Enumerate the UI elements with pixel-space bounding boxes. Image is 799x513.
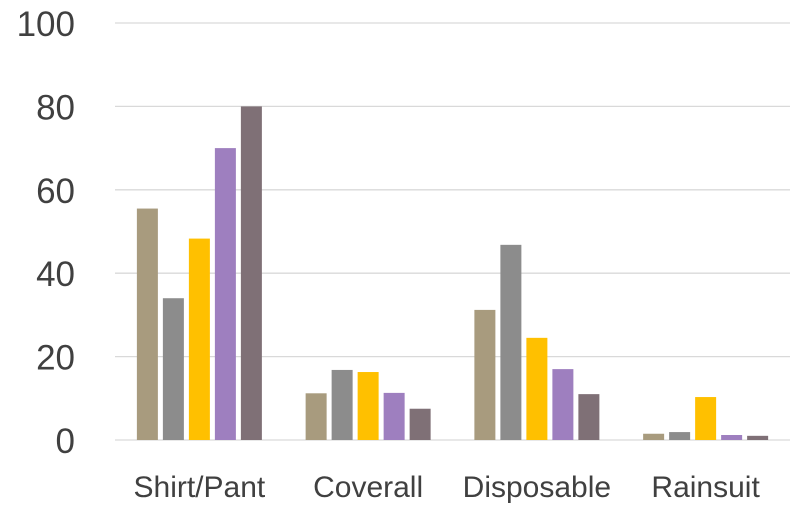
- bars: [136, 106, 769, 441]
- bar-disposable-series-5: [578, 394, 600, 440]
- x-tick-label: Disposable: [463, 471, 611, 504]
- bar-disposable-series-2: [500, 244, 522, 440]
- x-tick-labels: Shirt/Pant Coverall Disposable Rainsuit: [134, 471, 761, 504]
- bar-rainsuit-series-2: [669, 432, 691, 440]
- bar-coverall-series-5: [409, 408, 431, 440]
- x-tick-label: Rainsuit: [651, 471, 760, 504]
- bar-shirt-pant-series-2: [162, 298, 184, 440]
- bar-rainsuit-series-4: [721, 435, 743, 440]
- y-tick-label: 60: [36, 172, 75, 211]
- x-tick-label: Shirt/Pant: [134, 471, 266, 504]
- bar-coverall-series-4: [383, 392, 405, 440]
- y-tick-labels: 0 20 40 60 80 100: [17, 5, 75, 461]
- x-tick-label: Coverall: [313, 471, 423, 504]
- y-tick-label: 80: [36, 88, 75, 127]
- bar-shirt-pant-series-5: [240, 106, 262, 441]
- bar-rainsuit-series-3: [695, 397, 717, 440]
- y-tick-label: 100: [17, 5, 75, 44]
- bar-shirt-pant-series-1: [136, 208, 158, 440]
- bar-rainsuit-series-1: [643, 433, 665, 440]
- bar-disposable-series-3: [526, 337, 548, 440]
- bar-coverall-series-3: [357, 372, 379, 440]
- bar-shirt-pant-series-4: [214, 148, 236, 440]
- bar-disposable-series-1: [474, 309, 496, 440]
- bar-coverall-series-1: [305, 393, 327, 440]
- bar-rainsuit-series-5: [747, 435, 769, 440]
- y-tick-label: 20: [36, 339, 75, 378]
- bar-disposable-series-4: [552, 369, 574, 440]
- bar-coverall-series-2: [331, 369, 353, 440]
- bar-shirt-pant-series-3: [188, 238, 210, 440]
- y-tick-label: 0: [56, 422, 75, 461]
- y-tick-label: 40: [36, 255, 75, 294]
